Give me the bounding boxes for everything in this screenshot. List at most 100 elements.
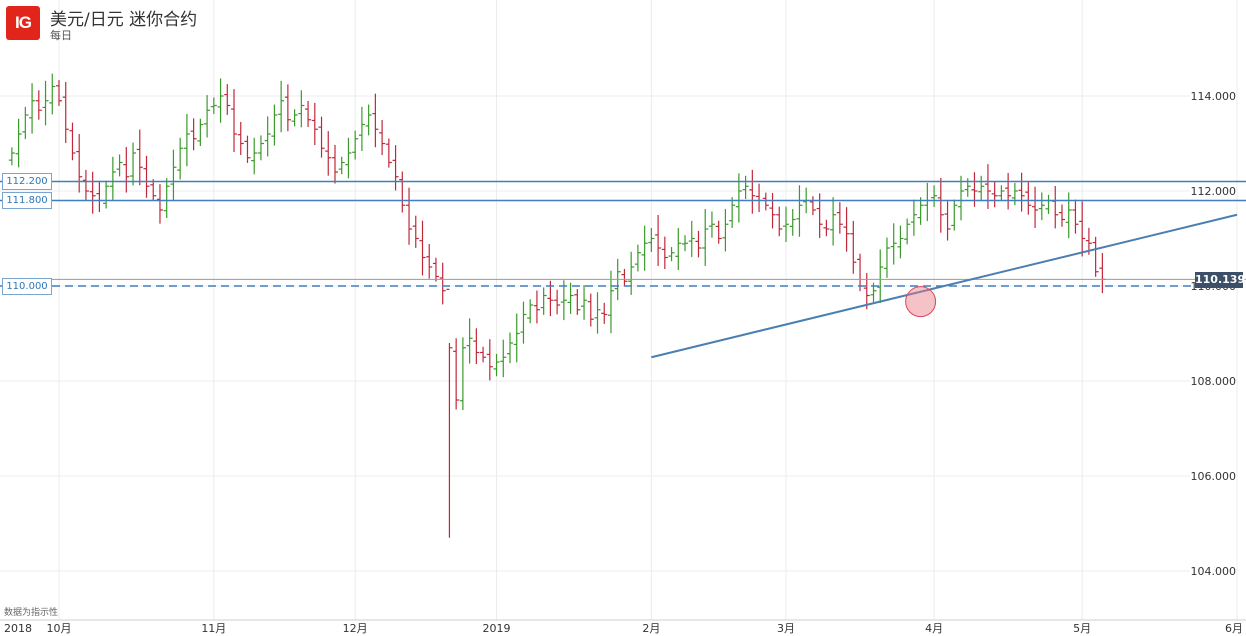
ohlc-bar [352,130,359,160]
y-tick-label: 112.000 [1191,185,1237,198]
ohlc-bar [729,197,736,228]
ohlc-bar [762,192,769,211]
ohlc-bar [681,235,689,252]
ohlc-bar [493,353,500,377]
ohlc-bar [22,106,29,140]
ohlc-bar [42,80,49,126]
ohlc-bar [951,199,958,231]
ohlc-bar [358,106,365,152]
ohlc-bar [143,155,150,198]
x-tick-label: 6月 [1225,622,1243,635]
ohlc-bar [823,219,830,237]
indicative-data-note: 数据为指示性 [4,608,59,618]
ohlc-bar [244,135,251,163]
ohlc-bar [55,80,63,106]
ohlc-bar [217,78,224,123]
ohlc-bar [35,90,42,120]
ohlc-bar [843,207,850,252]
ohlc-bar [984,164,991,209]
x-tick-label: 2月 [642,622,660,635]
ohlc-bar [957,175,965,221]
x-tick-label: 3月 [777,622,795,635]
ohlc-bar [96,180,103,213]
ohlc-bar [601,302,608,324]
ohlc-bar [305,100,312,128]
ohlc-bar [688,220,695,257]
ohlc-bar [123,147,130,193]
ohlc-bar [937,177,944,233]
ohlc-bar [769,192,776,229]
current-price-tag: 110.139 [1195,272,1246,288]
ohlc-bar [722,209,729,252]
ohlc-bar [190,118,197,151]
ohlc-bar [473,328,480,365]
ohlc-bar [708,211,715,238]
ohlc-bar [789,209,796,236]
ohlc-bar [264,116,271,157]
ohlc-bar [917,197,924,225]
ohlc-bar [466,318,473,364]
ohlc-bar [675,228,682,270]
ohlc-bar [594,292,601,334]
ohlc-bar [76,134,83,193]
ohlc-bar [446,288,453,538]
ohlc-bar [1092,236,1099,277]
ohlc-bar [809,196,816,216]
ohlc-bar [69,122,76,161]
trendline [651,213,1238,359]
ohlc-bar [1079,201,1086,257]
ohlc-bar [136,129,143,186]
ohlc-bar [1025,181,1032,215]
ohlc-bar [574,289,581,315]
ohlc-bar [412,215,419,248]
level-label-112200[interactable]: 112.200 [2,173,52,190]
ohlc-bar [1018,172,1025,212]
ohlc-bar [830,197,837,246]
ohlc-bar [298,90,305,128]
ohlc-bar [49,73,56,115]
ohlc-bar [756,183,763,213]
ohlc-bar [426,243,433,279]
ohlc-bar [103,180,110,209]
level-label-110000[interactable]: 110.000 [2,278,52,295]
ohlc-bar [776,206,783,237]
ohlc-bar [331,144,339,184]
ohlc-bar [655,214,662,266]
ohlc-bar [527,299,534,324]
ohlc-bar [453,338,460,410]
ohlc-bar [924,182,931,222]
ohlc-bar [836,202,843,234]
ohlc-bar [978,175,985,202]
ohlc-bar [695,230,702,258]
ohlc-bar [130,142,137,186]
y-tick-label: 104.000 [1191,565,1237,578]
ohlc-bar [587,293,594,327]
ohlc-bar [971,172,978,207]
ohlc-bar [284,84,291,132]
ohlc-bar [237,121,244,156]
ohlc-bar [931,185,938,208]
ohlc-bar [533,290,540,324]
level-label-111800[interactable]: 111.800 [2,192,52,209]
ohlc-bar [432,257,439,282]
ohlc-bar [513,313,520,363]
ohlc-bar [224,84,231,115]
ohlc-bar [345,137,352,179]
ohlc-bar [1052,186,1059,229]
ohlc-bar [29,83,36,134]
ohlc-bar [560,280,567,321]
ohlc-bar [641,225,648,271]
ohlc-bar [230,89,238,152]
ohlc-bar [715,220,722,244]
ohlc-bar [581,285,588,320]
ohlc-bar [1011,182,1018,206]
ohlc-bar [291,109,298,127]
ohlc-bar [379,119,386,156]
ohlc-bar [1045,194,1052,214]
ohlc-bar [365,104,372,136]
ohlc-bar [897,225,904,259]
x-tick-label: 2019 [483,622,511,635]
ohlc-bar [796,185,803,237]
ohlc-bar [520,301,527,344]
